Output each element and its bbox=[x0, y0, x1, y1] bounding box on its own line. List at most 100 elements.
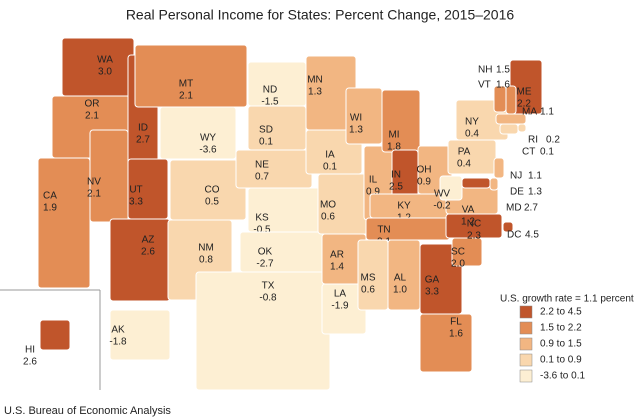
state-value: 2.0 bbox=[451, 259, 465, 270]
legend-swatch bbox=[519, 321, 533, 335]
legend-label: 0.9 to 1.5 bbox=[540, 339, 582, 350]
state-abbr: MO bbox=[320, 200, 336, 211]
state-abbr: NY bbox=[465, 117, 479, 128]
state-value: 0.4 bbox=[457, 159, 471, 170]
state-abbr: WA bbox=[97, 55, 113, 66]
legend-swatch bbox=[519, 353, 533, 367]
state-value: 0.6 bbox=[361, 285, 375, 296]
state-abbr: MT bbox=[179, 79, 193, 90]
state-abbr: DC bbox=[507, 230, 521, 241]
state-value: -1.5 bbox=[261, 97, 279, 108]
state bbox=[247, 105, 307, 151]
state bbox=[37, 157, 91, 289]
state-abbr: UT bbox=[129, 185, 142, 196]
state bbox=[461, 177, 491, 189]
source: U.S. Bureau of Economic Analysis bbox=[4, 405, 171, 417]
state bbox=[235, 149, 313, 189]
state-value: 2.3 bbox=[467, 231, 481, 242]
state-value: 2.7 bbox=[524, 203, 538, 214]
state bbox=[502, 221, 514, 233]
state-value: 2.7 bbox=[136, 135, 150, 146]
state-abbr: OH bbox=[417, 165, 432, 176]
state bbox=[159, 106, 237, 160]
state-value: -1.8 bbox=[109, 337, 127, 348]
state-abbr: SD bbox=[259, 125, 273, 136]
state-abbr: MI bbox=[388, 130, 399, 141]
state-value: -3.6 bbox=[199, 145, 217, 156]
state-value: 0.6 bbox=[321, 212, 335, 223]
state-abbr: CA bbox=[43, 191, 57, 202]
state bbox=[517, 123, 527, 133]
state-abbr: OK bbox=[258, 247, 273, 258]
state-abbr: ME bbox=[517, 87, 532, 98]
state-abbr: NH bbox=[478, 65, 492, 76]
state-abbr: MN bbox=[307, 75, 323, 86]
state-value: 2.2 bbox=[517, 99, 531, 110]
state-value: 1.3 bbox=[528, 187, 542, 198]
state-value: 0.9 bbox=[417, 177, 431, 188]
state-abbr: CT bbox=[522, 147, 535, 158]
state-abbr: OR bbox=[85, 99, 100, 110]
state bbox=[109, 218, 171, 302]
state-abbr: WY bbox=[200, 133, 216, 144]
state-value: 3.3 bbox=[425, 287, 439, 298]
state-value: 0.1 bbox=[540, 147, 554, 158]
state-abbr: IL bbox=[369, 175, 378, 186]
state bbox=[499, 123, 519, 135]
state-abbr: SC bbox=[451, 247, 465, 258]
state-value: 1.6 bbox=[496, 80, 510, 91]
state-abbr: VA bbox=[462, 205, 475, 216]
state-abbr: LA bbox=[334, 289, 347, 300]
state-abbr: MD bbox=[506, 203, 522, 214]
state-abbr: MS bbox=[361, 273, 376, 284]
state bbox=[489, 177, 499, 191]
state-value: 2.1 bbox=[87, 189, 101, 200]
state-value: 1.9 bbox=[43, 203, 57, 214]
state-abbr: ID bbox=[138, 123, 148, 134]
state-value: 1.1 bbox=[540, 107, 554, 118]
state-abbr: NC bbox=[467, 219, 481, 230]
state bbox=[239, 231, 333, 273]
map-title: Real Personal Income for States: Percent… bbox=[126, 7, 515, 23]
state-abbr: KY bbox=[397, 201, 411, 212]
state-abbr: NM bbox=[198, 243, 214, 254]
state-abbr: AZ bbox=[142, 235, 155, 246]
state-value: 1.5 bbox=[496, 65, 510, 76]
state-abbr: TX bbox=[262, 281, 275, 292]
state-abbr: HI bbox=[25, 345, 35, 356]
state-value: -0.8 bbox=[259, 293, 277, 304]
state bbox=[447, 139, 497, 175]
state-value: 4.5 bbox=[525, 230, 539, 241]
state-abbr: DE bbox=[510, 187, 524, 198]
state-abbr: KS bbox=[255, 213, 269, 224]
state-value: 0.4 bbox=[465, 129, 479, 140]
state-value: 1.0 bbox=[393, 285, 407, 296]
state-abbr: AL bbox=[394, 273, 407, 284]
state-value: 1.8 bbox=[387, 142, 401, 153]
state-abbr: NJ bbox=[510, 171, 522, 182]
state-value: 1.4 bbox=[330, 262, 344, 273]
state-abbr: PA bbox=[458, 147, 471, 158]
state bbox=[439, 175, 463, 201]
state-value: 0.7 bbox=[255, 172, 269, 183]
state-abbr: AR bbox=[330, 250, 344, 261]
state-abbr: MA bbox=[522, 107, 537, 118]
state-value: -2.7 bbox=[256, 259, 274, 270]
state-value: 1.3 bbox=[349, 125, 363, 136]
state-abbr: AK bbox=[111, 325, 125, 336]
state-abbr: FL bbox=[450, 317, 462, 328]
state-value: -0.5 bbox=[253, 225, 271, 236]
legend-label: 2.2 to 4.5 bbox=[540, 307, 582, 318]
state bbox=[493, 157, 505, 179]
state-value: 1.2 bbox=[461, 217, 475, 228]
state bbox=[109, 309, 171, 361]
state-abbr: ND bbox=[263, 85, 277, 96]
state-value: 2.1 bbox=[85, 111, 99, 122]
state-value: -1.9 bbox=[331, 301, 349, 312]
state-value: 1.1 bbox=[528, 171, 542, 182]
legend-label: 1.5 to 2.2 bbox=[540, 323, 582, 334]
state-abbr: TN bbox=[377, 225, 390, 236]
legend-label: 0.1 to 0.9 bbox=[540, 355, 582, 366]
state-value: 3.3 bbox=[129, 197, 143, 208]
